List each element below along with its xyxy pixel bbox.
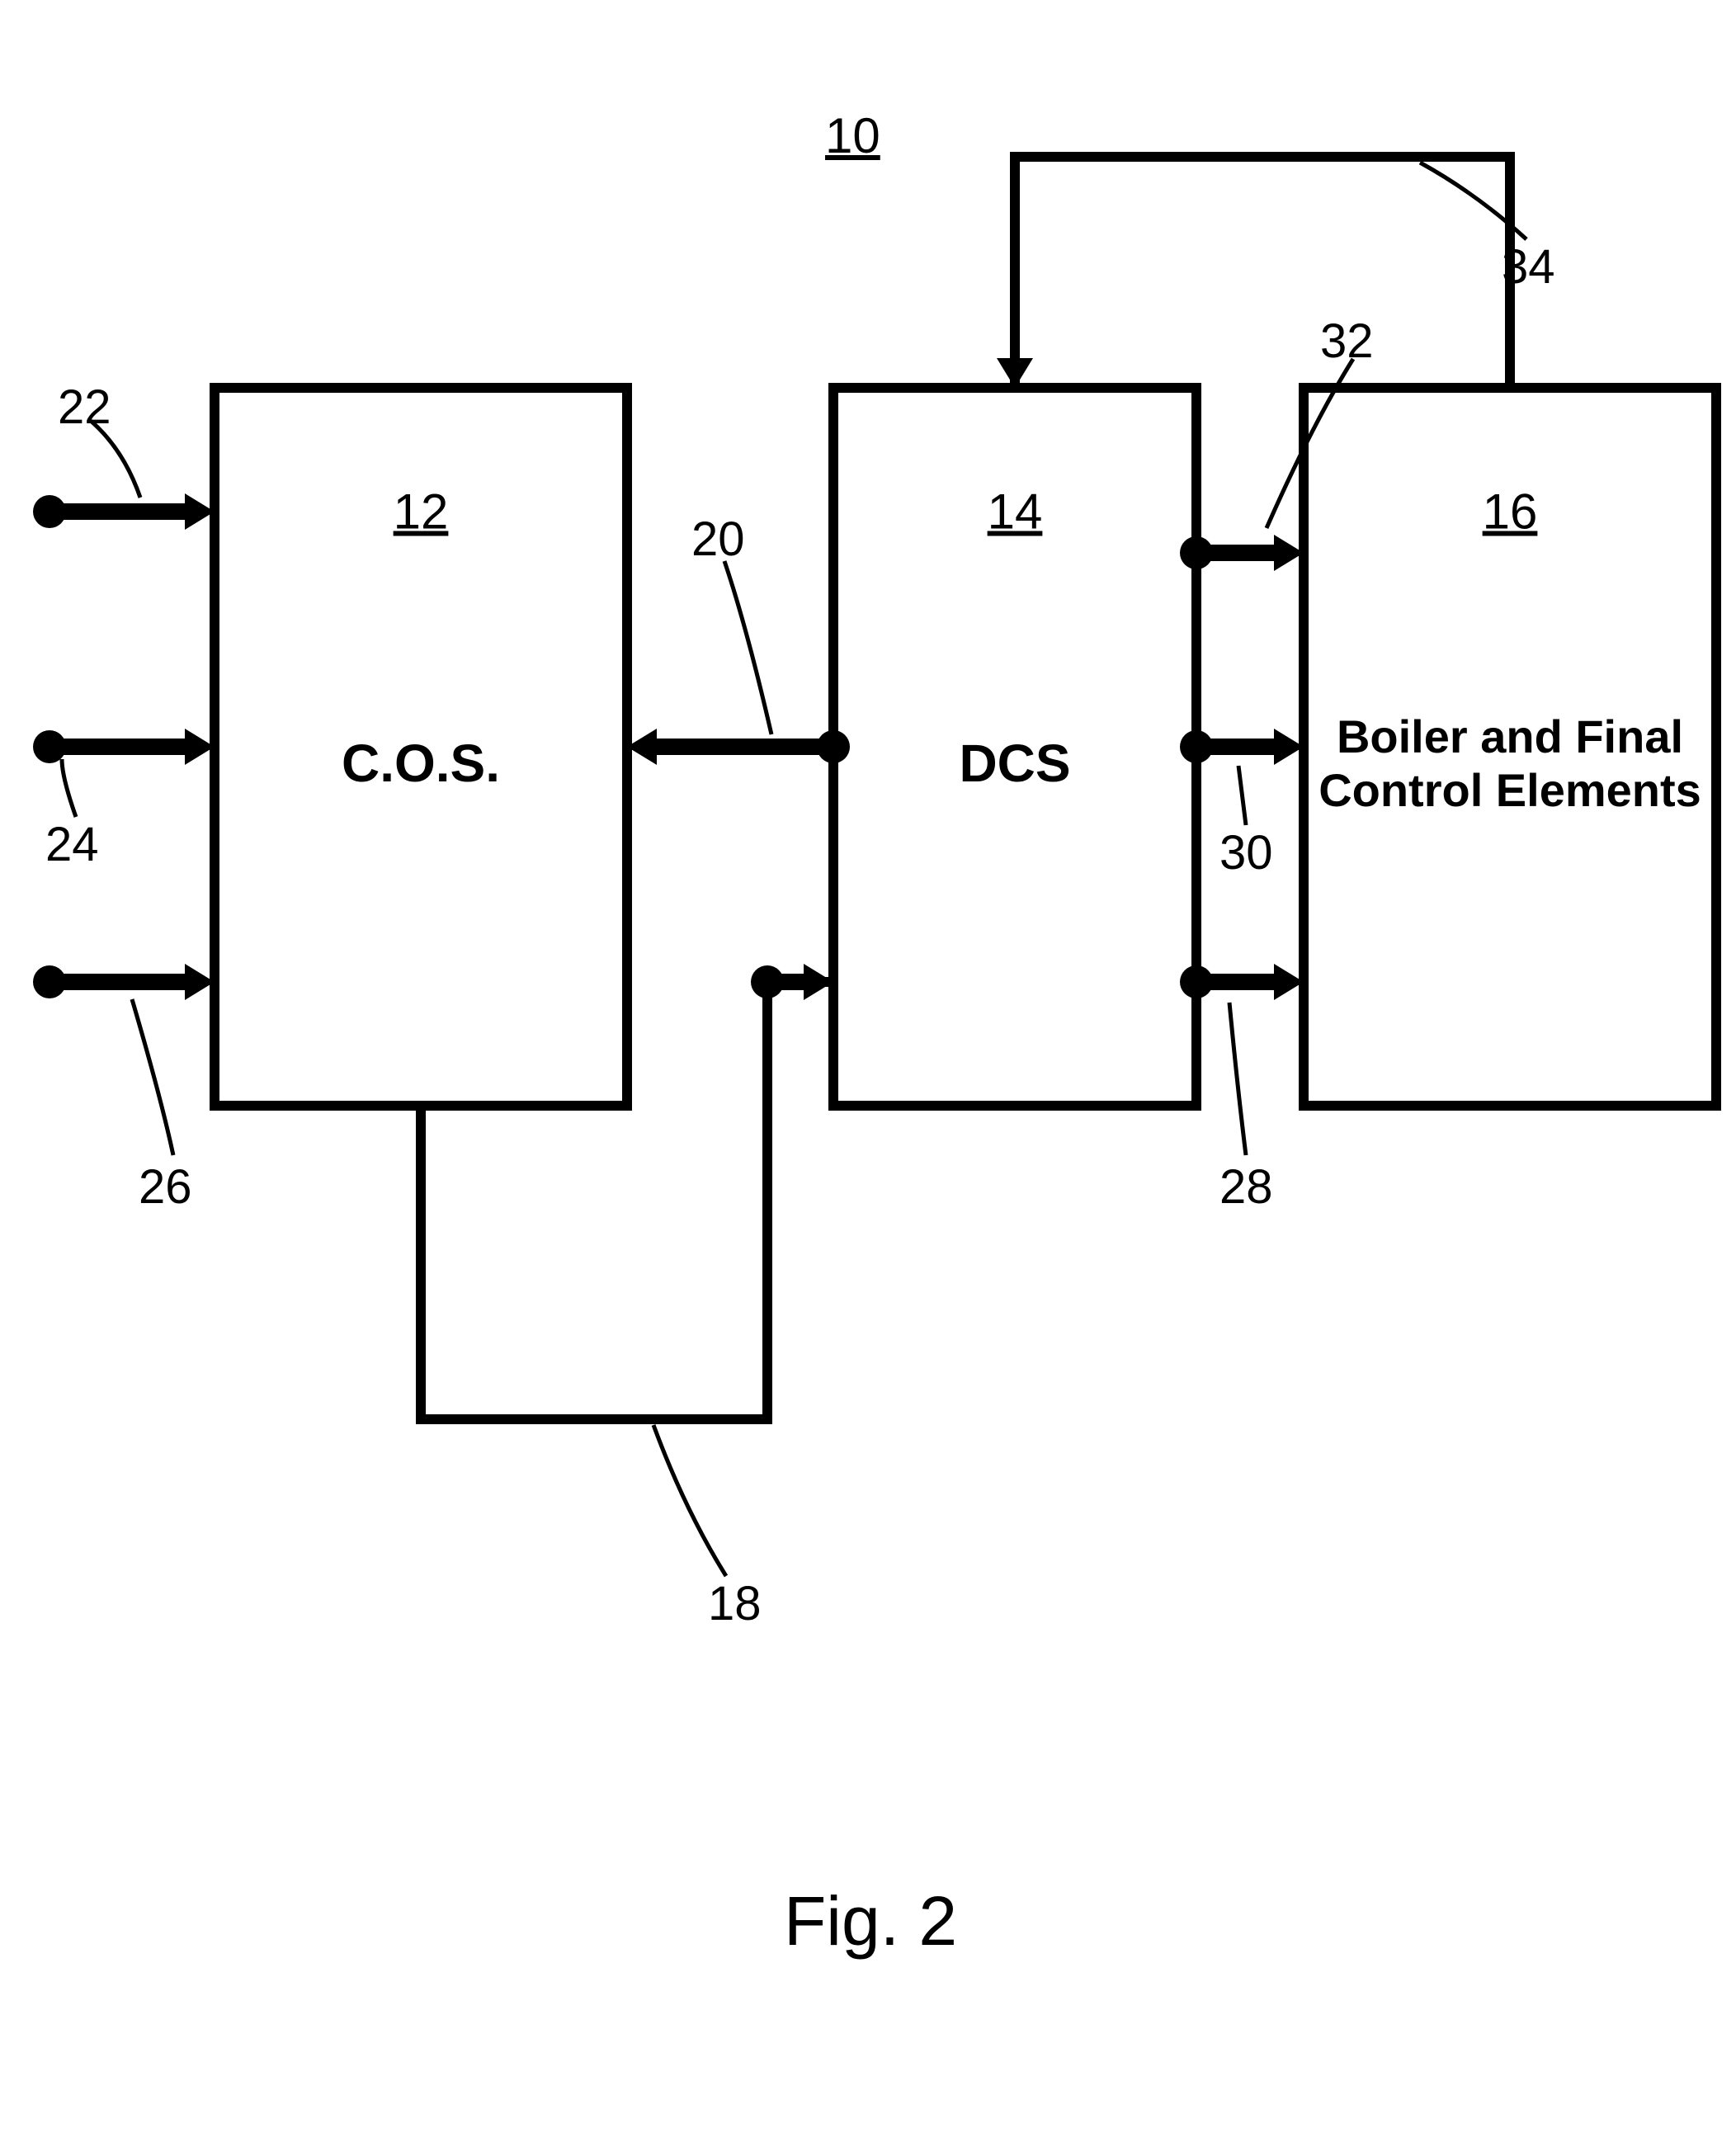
boiler-number: 16 (1483, 484, 1538, 540)
ref-32: 32 (1320, 314, 1374, 369)
system-number: 10 (825, 107, 880, 164)
diagram-svg (0, 0, 1736, 2133)
cos-number: 12 (394, 484, 449, 540)
boiler-title: Boiler and Final Control Elements (1319, 710, 1701, 817)
ref-26: 26 (139, 1159, 192, 1215)
ref-30: 30 (1219, 825, 1273, 880)
ref-28: 28 (1219, 1159, 1273, 1215)
ref-18: 18 (708, 1576, 762, 1631)
dcs-title: DCS (959, 733, 1070, 794)
figure-label: Fig. 2 (784, 1881, 957, 1961)
diagram-stage: 12 C.O.S. 14 DCS 16 Boiler and Final Control … (0, 0, 1736, 2133)
ref-22: 22 (58, 380, 111, 435)
dcs-number: 14 (988, 484, 1043, 540)
ref-34: 34 (1502, 239, 1555, 295)
ref-20: 20 (691, 512, 745, 567)
cos-title: C.O.S. (342, 733, 500, 794)
ref-24: 24 (45, 817, 99, 872)
